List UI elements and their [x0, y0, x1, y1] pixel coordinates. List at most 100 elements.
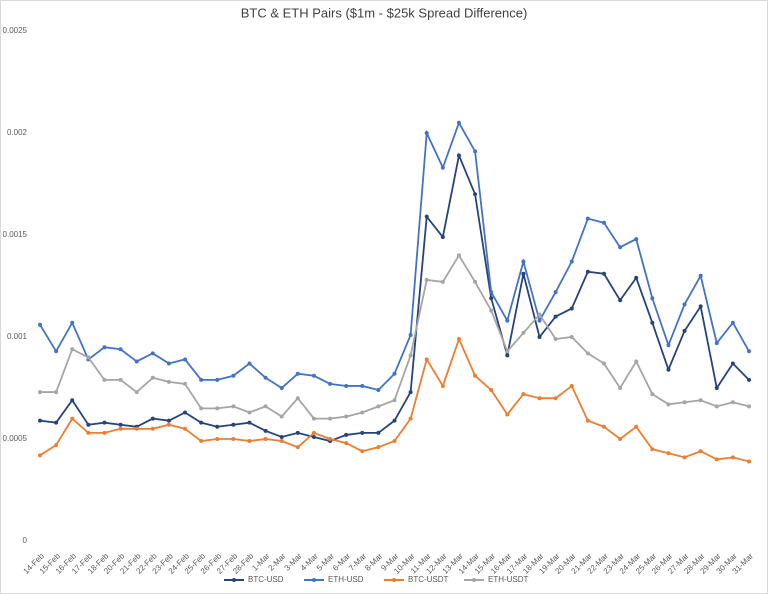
point	[392, 439, 397, 444]
point	[376, 388, 381, 393]
point	[263, 375, 268, 380]
point	[521, 330, 526, 335]
point	[118, 377, 123, 382]
point	[150, 416, 155, 421]
point	[618, 386, 623, 390]
point	[424, 357, 429, 362]
point	[231, 422, 236, 427]
point	[650, 447, 655, 452]
point	[666, 367, 671, 372]
point	[650, 392, 655, 397]
point	[311, 373, 316, 378]
point	[682, 455, 687, 460]
point	[360, 383, 365, 388]
point	[70, 416, 75, 421]
legend-marker	[232, 578, 236, 582]
y-tick-label: 0.001	[7, 332, 28, 341]
point	[634, 275, 639, 280]
point	[553, 314, 558, 319]
point	[199, 377, 204, 382]
point	[38, 322, 42, 327]
point	[86, 355, 91, 360]
legend-label: ETH-USD	[328, 575, 364, 584]
point	[618, 437, 623, 441]
point	[650, 296, 655, 301]
chart-title: BTC & ETH Pairs ($1m - $25k Spread Diffe…	[241, 5, 528, 20]
point	[102, 430, 107, 435]
point	[328, 381, 333, 386]
point	[263, 428, 268, 433]
point	[456, 337, 461, 342]
y-tick-label: 0	[23, 536, 28, 545]
point	[489, 388, 494, 393]
point	[601, 361, 606, 366]
point	[295, 396, 300, 401]
point	[231, 437, 236, 441]
point	[183, 410, 188, 415]
point	[150, 351, 155, 356]
point	[505, 318, 510, 323]
point	[38, 418, 42, 423]
point	[424, 214, 429, 219]
legend-label: ETH-USDT	[488, 575, 529, 584]
legend-label: BTC-USDT	[408, 575, 449, 584]
point	[730, 320, 735, 325]
point	[601, 271, 606, 276]
point	[473, 373, 478, 378]
point	[279, 439, 284, 444]
point	[183, 426, 188, 431]
point	[118, 347, 123, 352]
point	[295, 430, 300, 435]
point	[440, 165, 445, 170]
point	[38, 390, 42, 395]
point	[199, 420, 204, 425]
point	[666, 402, 671, 407]
point	[392, 398, 397, 403]
point	[102, 345, 107, 350]
point	[360, 449, 365, 454]
point	[231, 404, 236, 409]
point	[618, 298, 623, 303]
legend-marker	[472, 578, 476, 582]
point	[424, 131, 429, 135]
point	[328, 437, 333, 441]
point	[714, 386, 719, 390]
point	[134, 359, 139, 364]
point	[118, 426, 123, 431]
point	[247, 420, 252, 425]
point	[311, 416, 316, 421]
point	[150, 375, 155, 380]
point	[295, 445, 300, 450]
point	[54, 349, 59, 354]
point	[634, 424, 639, 429]
point	[537, 312, 542, 317]
point	[311, 430, 316, 435]
point	[730, 361, 735, 366]
point	[134, 426, 139, 431]
point	[408, 332, 413, 337]
point	[247, 439, 252, 444]
point	[714, 341, 719, 346]
point	[569, 383, 574, 388]
point	[344, 441, 349, 446]
point	[601, 220, 606, 225]
point	[698, 398, 703, 403]
point	[166, 422, 171, 427]
point	[344, 432, 349, 437]
point	[376, 445, 381, 450]
point	[682, 400, 687, 405]
point	[553, 396, 558, 401]
point	[166, 361, 171, 366]
point	[473, 192, 478, 197]
point	[730, 455, 735, 460]
y-tick-label: 0.0005	[3, 434, 28, 443]
point	[456, 153, 461, 158]
point	[70, 398, 75, 403]
point	[456, 120, 461, 125]
point	[231, 373, 236, 378]
point	[440, 279, 445, 284]
point	[698, 304, 703, 309]
point	[714, 457, 719, 462]
